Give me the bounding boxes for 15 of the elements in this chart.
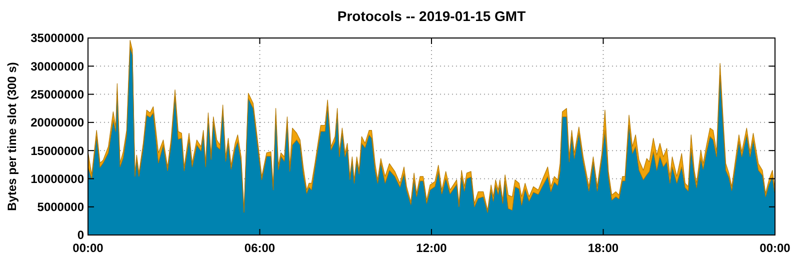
y-tick-label: 20000000 <box>30 116 84 130</box>
x-tick-label: 00:00 <box>72 241 104 255</box>
x-tick-label: 06:00 <box>244 241 276 255</box>
y-tick-label: 0 <box>77 228 84 242</box>
y-tick-label: 10000000 <box>30 172 84 186</box>
x-tick-label: 18:00 <box>588 241 619 255</box>
y-tick-label: 25000000 <box>30 87 84 102</box>
x-tick-label: 00:00 <box>760 241 791 255</box>
y-tick-label: 35000000 <box>30 31 84 46</box>
y-tick-label: 30000000 <box>30 59 84 74</box>
y-tick-label: 5000000 <box>37 200 84 214</box>
x-tick-label: 12:00 <box>416 241 448 255</box>
chart-title: Protocols -- 2019-01-15 GMT <box>337 8 526 24</box>
y-tick-label: 15000000 <box>30 144 84 158</box>
y-axis-title: Bytes per time slot (300 s) <box>5 62 19 211</box>
